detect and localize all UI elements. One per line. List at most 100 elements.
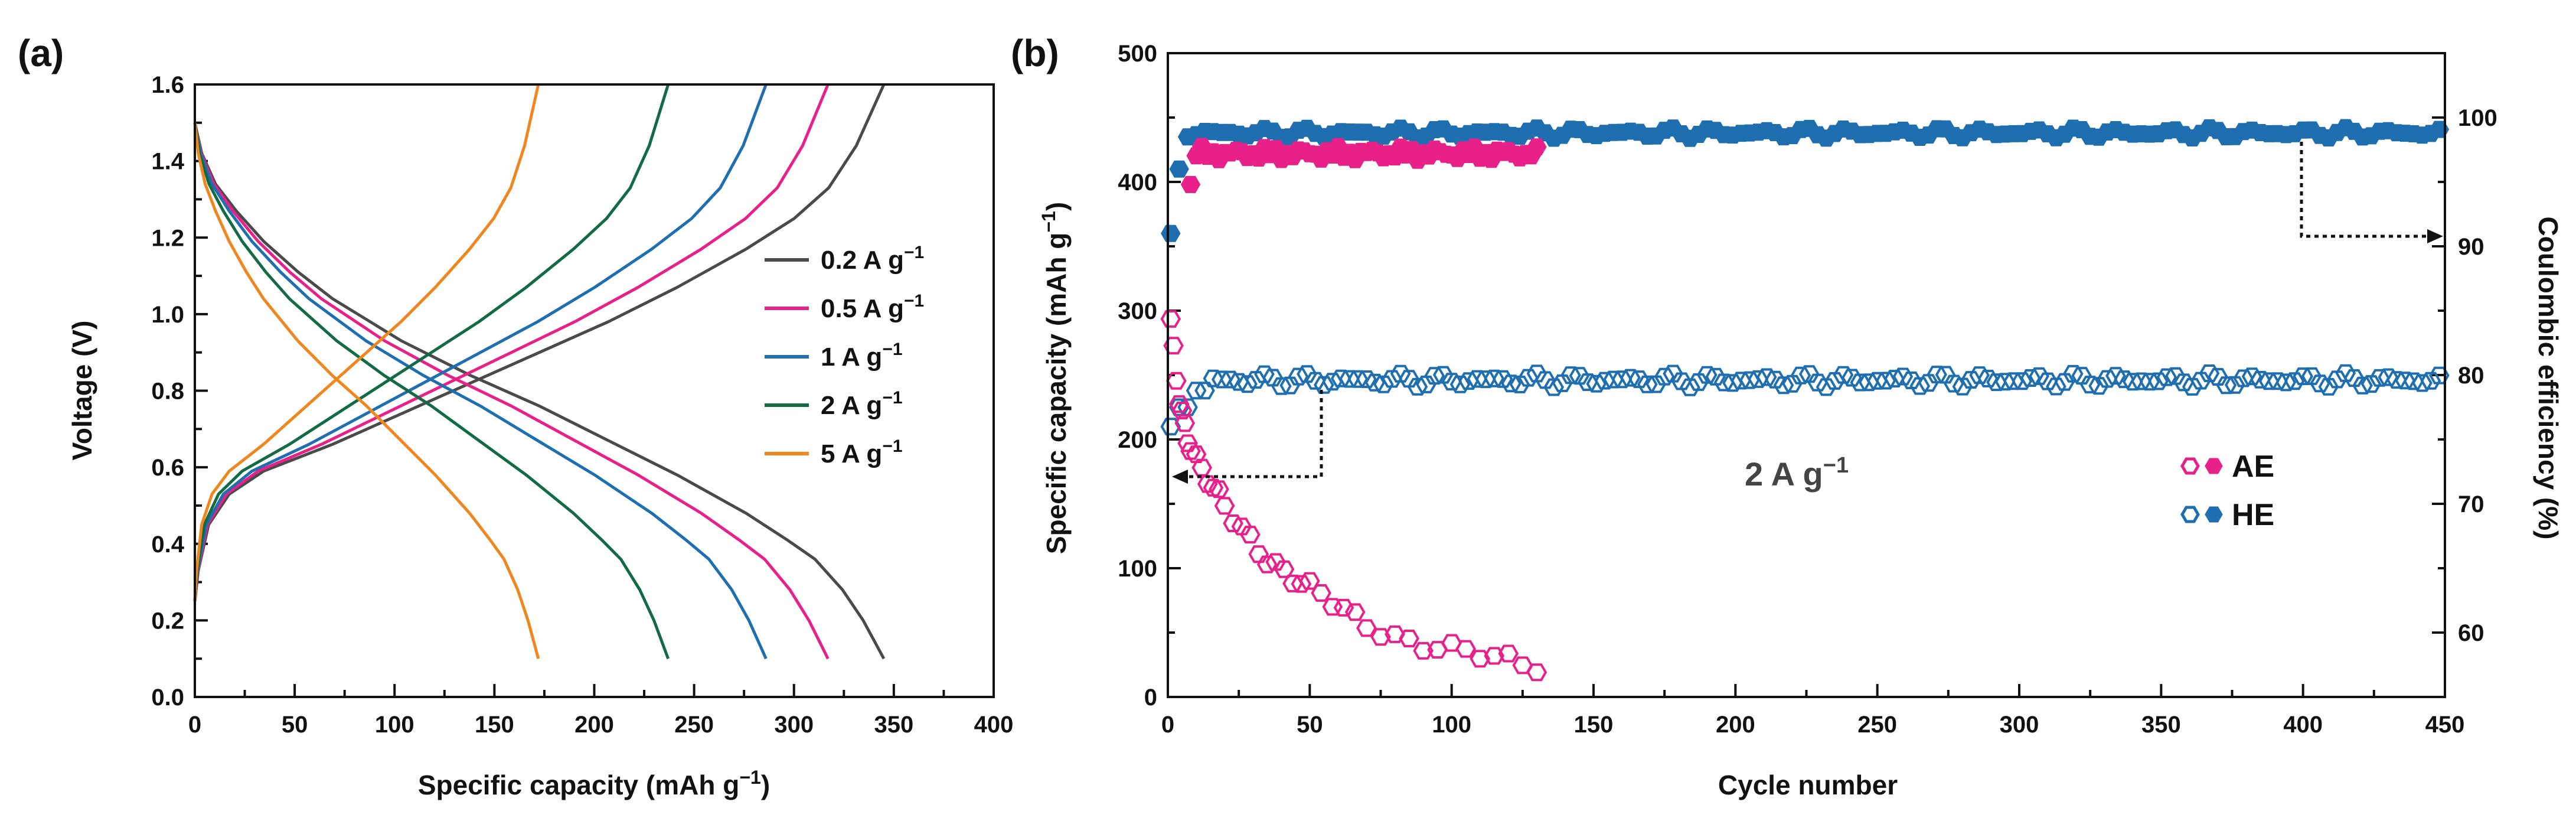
ae-efficiency-point <box>1180 175 1201 193</box>
he-capacity-point <box>2165 367 2186 385</box>
panel-a-xtick-label: 50 <box>282 712 308 738</box>
panel-b-y2tick-label: 60 <box>2458 620 2484 646</box>
he-capacity-point <box>2378 368 2399 386</box>
ae-capacity-point <box>1166 372 1187 390</box>
panel-a-xtick-label: 300 <box>774 712 814 738</box>
ae-capacity-point <box>1240 526 1261 544</box>
ae-capacity-point <box>1248 545 1269 563</box>
he-capacity-point <box>1220 370 1241 389</box>
panel-a-ytick-label: 0.4 <box>151 532 184 558</box>
he-capacity-point <box>2335 364 2356 382</box>
he-capacity-point <box>1356 370 1377 388</box>
he-capacity-point <box>1543 378 1565 396</box>
legend-label-0: 0.2 A g−1 <box>821 243 924 275</box>
he-capacity-point <box>1782 374 1803 393</box>
he-capacity-point <box>1680 378 1700 396</box>
panel-b-legend: AE HE <box>2180 449 2274 532</box>
ae-capacity-point <box>1186 445 1207 464</box>
ae-capacity-point <box>1168 395 1190 413</box>
he-capacity-point <box>1901 372 1922 389</box>
he-capacity-point <box>1305 372 1326 390</box>
he-capacity-point <box>2054 373 2075 391</box>
he-efficiency-point <box>1161 224 1181 242</box>
panel-a-xtick-label: 100 <box>375 712 414 738</box>
ae-capacity-point <box>1455 640 1477 658</box>
panel-b-y2tick-label: 70 <box>2458 491 2484 517</box>
he-capacity-point <box>1722 374 1743 392</box>
panel-a-xtick-label: 350 <box>874 712 914 738</box>
guide-arrow-left <box>1172 390 1323 484</box>
he-capacity-point <box>1909 377 1931 395</box>
he-capacity-point <box>1382 370 1403 388</box>
panel-b-frame <box>1167 52 2446 698</box>
he-capacity-point <box>1322 373 1343 391</box>
he-capacity-point <box>1449 375 1471 393</box>
he-capacity-point <box>2114 370 2135 389</box>
panel-a-xtick-label: 400 <box>974 712 1014 738</box>
he-capacity-point <box>1952 377 1973 396</box>
he-capacity-point <box>2020 369 2041 387</box>
panel-b-ytick-label: 300 <box>1118 298 1157 324</box>
panel-b-xlabel: Cycle number <box>1718 770 1898 800</box>
panel-a-ytick-label: 0.8 <box>151 379 184 405</box>
he-capacity-point <box>1526 364 1547 383</box>
he-capacity-point <box>1918 374 1939 392</box>
ae-capacity-point <box>1322 598 1343 616</box>
he-capacity-point <box>1705 367 1726 386</box>
he-capacity-point <box>1297 365 1317 383</box>
he-capacity-point <box>1245 371 1266 389</box>
he-capacity-point <box>2360 375 2382 393</box>
he-capacity-point <box>1960 371 1981 389</box>
rate-annotation: 2 A g−1 <box>1745 453 1849 493</box>
panel-b-xtick-label: 350 <box>2141 712 2181 738</box>
ae-capacity-point <box>1256 555 1278 574</box>
he-capacity-point <box>1535 371 1556 389</box>
he-capacity-point <box>1569 367 1590 385</box>
ae-capacity-point <box>1427 641 1448 659</box>
panel-a-frame <box>194 83 995 698</box>
panel-b-ytick-label: 200 <box>1118 427 1157 453</box>
he-capacity-point <box>1748 370 1769 388</box>
ae-capacity-point <box>1291 575 1312 593</box>
he-capacity-point <box>1663 364 1683 383</box>
he-capacity-point <box>1279 376 1301 395</box>
he-efficiency-point <box>1169 160 1189 178</box>
panel-b-y2label: Coulombic efficiency (%) <box>2533 217 2564 540</box>
panel-b-ytick-label: 100 <box>1118 556 1157 582</box>
he-capacity-point <box>2224 376 2245 394</box>
panel-a-ytick-label: 0.2 <box>151 608 184 634</box>
ae-capacity-point <box>1498 644 1519 663</box>
ae-capacity-point <box>1171 402 1193 419</box>
ae-capacity-point <box>1231 517 1252 536</box>
ae-capacity-point <box>1203 478 1224 497</box>
panel-b-y2tick-label: 80 <box>2458 363 2484 389</box>
he-capacity-point <box>1441 373 1462 391</box>
he-capacity-point <box>1262 369 1284 387</box>
legend-label-4: 5 A g−1 <box>821 436 903 468</box>
he-capacity-point <box>2412 374 2433 392</box>
he-capacity-point <box>1399 370 1419 388</box>
he-capacity-point <box>1160 418 1181 436</box>
he-capacity-point <box>2012 372 2033 390</box>
he-capacity-point <box>2062 364 2084 383</box>
he-capacity-point <box>1194 382 1215 400</box>
he-capacity-point <box>2105 367 2126 385</box>
panel-b-xtick-label: 0 <box>1161 712 1174 738</box>
ae-capacity-point <box>1311 584 1331 602</box>
panel-b-xtick-label: 400 <box>2283 712 2323 738</box>
legend-label-1: 0.5 A g−1 <box>821 291 924 323</box>
panel-b-y2tick-label: 90 <box>2458 234 2484 260</box>
panel-b-xtick-label: 300 <box>2000 712 2039 738</box>
panel-a-legend: 0.2 A g−1 0.5 A g−1 1 A g−1 2 A g−1 5 A g−1 <box>765 243 924 468</box>
ae-capacity-point <box>1223 514 1243 532</box>
he-capacity-point <box>1518 369 1539 387</box>
legend-marker-he-open <box>2180 506 2200 523</box>
charge-curve-2 <box>193 84 768 602</box>
he-capacity-point <box>2343 369 2365 387</box>
panel-a-xtick-label: 150 <box>475 712 514 738</box>
panel-b-ytick-label: 500 <box>1118 41 1157 67</box>
discharge-curve-1 <box>193 122 830 660</box>
legend-marker-he-filled <box>2205 506 2223 523</box>
panel-a-ytick-label: 0.0 <box>151 685 184 711</box>
